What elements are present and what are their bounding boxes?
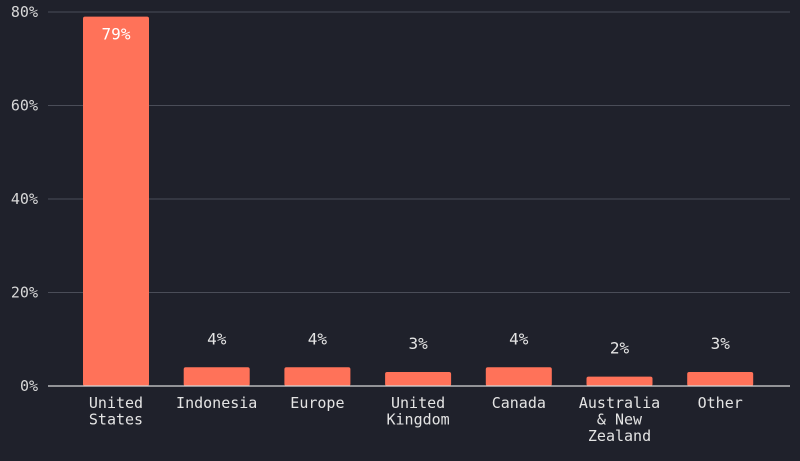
data-label: 79% xyxy=(102,25,131,44)
bar xyxy=(485,367,552,386)
data-label: 3% xyxy=(408,334,428,353)
y-tick-label: 0% xyxy=(20,377,38,395)
y-tick-label: 40% xyxy=(11,190,38,208)
data-label: 3% xyxy=(711,334,731,353)
y-tick-label: 20% xyxy=(11,284,38,302)
data-label: 4% xyxy=(509,329,529,348)
x-tick-label: United Kingdom xyxy=(386,394,449,429)
y-tick-label: 80% xyxy=(11,3,38,21)
data-label: 4% xyxy=(308,329,328,348)
bar xyxy=(385,371,452,386)
bar xyxy=(183,367,250,386)
bar xyxy=(284,367,351,386)
bar xyxy=(586,376,653,386)
x-tick-label: Australia & New Zealand xyxy=(579,394,660,445)
bar xyxy=(687,371,754,386)
x-tick-label: Europe xyxy=(290,394,344,412)
x-tick-label: United States xyxy=(89,394,143,429)
data-label: 4% xyxy=(207,329,227,348)
x-tick-label: Other xyxy=(698,394,743,412)
bar xyxy=(83,16,149,387)
y-tick-label: 60% xyxy=(11,97,38,115)
x-tick-label: Indonesia xyxy=(176,394,257,412)
data-label: 2% xyxy=(610,339,630,358)
x-tick-label: Canada xyxy=(492,394,546,412)
